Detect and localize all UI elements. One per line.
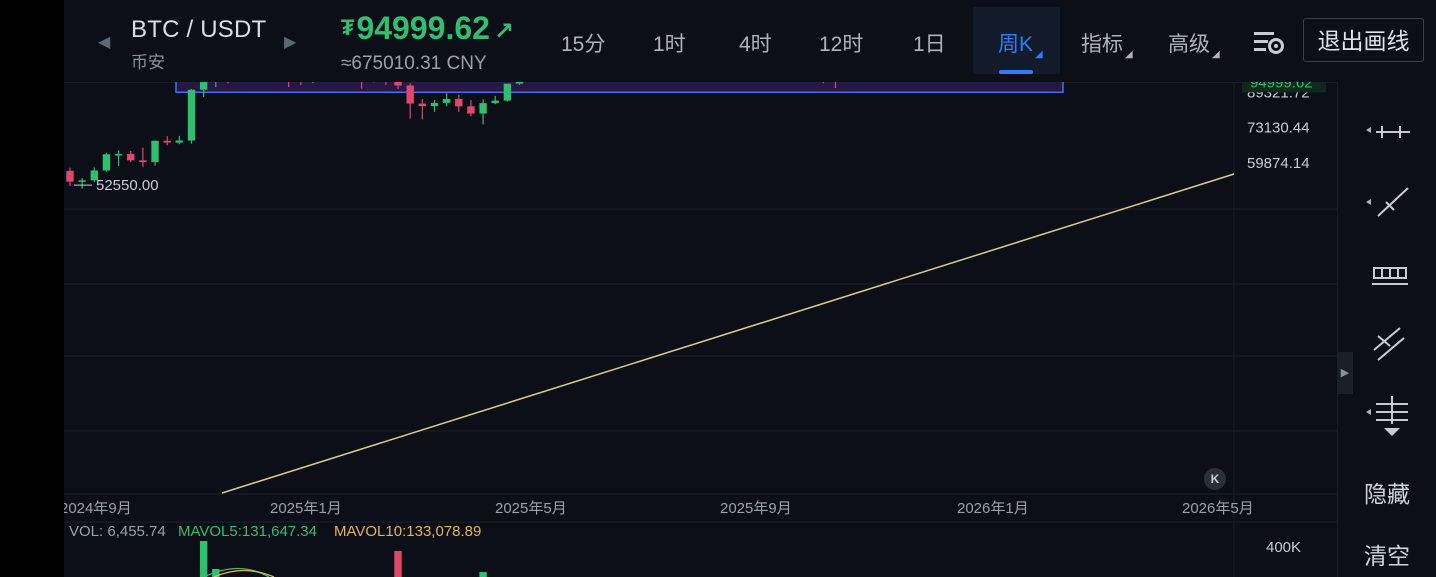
parallel-channel-tool[interactable] — [1338, 314, 1436, 374]
indicators-label: 指标 — [1081, 33, 1123, 56]
tool-down-arrow-icon — [1384, 428, 1400, 436]
prev-pair-icon[interactable]: ◀ — [98, 34, 111, 51]
overlay-lines — [221, 173, 1235, 494]
price-tick-label: 59874.14 — [1247, 155, 1310, 172]
grid-lines — [64, 82, 1337, 577]
candle-body — [479, 103, 487, 114]
volume-group — [199, 541, 487, 577]
current-price-tag — [1242, 82, 1326, 93]
vol-label: VOL: 6,455.74 — [69, 523, 166, 540]
candle-body — [66, 170, 74, 182]
toolbar-collapse-tab[interactable]: ▶ — [1337, 352, 1353, 394]
volume-bar — [199, 541, 208, 577]
mavol5-label: MAVOL5:131,647.34 — [178, 523, 317, 540]
dropdown-corner-icon: ◢ — [1212, 49, 1220, 60]
rectangle-annotation — [175, 82, 1064, 94]
price-tick-label: 73130.44 — [1247, 120, 1310, 137]
advanced-menu[interactable]: 高级 ◢ — [1168, 28, 1220, 60]
price-range-tool[interactable] — [1338, 244, 1436, 304]
tab-weekly-label: 周K — [998, 33, 1034, 56]
tool-expand-icon — [1366, 409, 1371, 415]
header-bar: ◀ ▶ BTC / USDT 币安 ₮94999.62 ↗ ≈675010.31 … — [64, 0, 1436, 83]
tab-4h[interactable]: 4时 — [739, 33, 772, 56]
candle-body — [114, 154, 123, 156]
active-timeframe-underline — [999, 70, 1033, 74]
tool-expand-icon — [1366, 127, 1371, 133]
time-tick-label: 2025年1月 — [270, 500, 342, 517]
candle-body — [430, 102, 439, 107]
dropdown-corner-icon: ◢ — [1125, 49, 1133, 60]
mavol5-line — [203, 567, 270, 577]
candle-body — [151, 140, 159, 163]
candle-body — [175, 140, 184, 143]
candle-body — [406, 85, 414, 104]
time-tick-label: 2026年1月 — [957, 500, 1029, 517]
last-price: ₮94999.62 ↗ — [341, 10, 514, 47]
trendline-annotation — [221, 173, 1235, 494]
volume-bar — [212, 569, 220, 577]
candle-body — [102, 154, 111, 171]
volume-bar — [394, 551, 402, 577]
tool-expand-icon — [1366, 199, 1371, 205]
usdt-currency-icon: ₮ — [341, 15, 355, 40]
clear-drawings-button[interactable]: 清空 — [1364, 543, 1410, 569]
tab-12h[interactable]: 12时 — [819, 33, 864, 56]
mavol10-label: MAVOL10:133,078.89 — [334, 523, 481, 540]
candle-body — [418, 103, 427, 107]
time-tick-label: 2024年9月 — [64, 500, 132, 517]
horizontal-ray-tool[interactable] — [1338, 102, 1436, 162]
price-up-arrow-icon: ↗ — [493, 18, 515, 45]
axis-labels-group: 109097.8089321.7273130.4459874.1494999.6… — [64, 82, 1326, 517]
volume-bar — [479, 572, 487, 577]
time-tick-label: 2026年5月 — [1182, 500, 1254, 517]
volume-legend: VOL: 6,455.74 MAVOL5:131,647.34 MAVOL10:… — [69, 523, 1301, 556]
trend-line-tool[interactable] — [1338, 174, 1436, 234]
tab-1d[interactable]: 1日 — [913, 33, 946, 56]
candle-body — [90, 170, 98, 181]
candles-group — [66, 82, 837, 189]
candle-body — [515, 82, 524, 84]
candle-body — [394, 82, 402, 86]
time-tick-label: 2025年9月 — [720, 500, 792, 517]
annotations-group — [175, 82, 1064, 94]
mavol10-line — [213, 569, 275, 577]
indicators-menu[interactable]: 指标 ◢ — [1081, 28, 1133, 60]
candle-body — [442, 98, 451, 103]
low-price-label: 52550.00 — [96, 177, 159, 194]
fib-retracement-tool[interactable] — [1338, 384, 1436, 444]
tab-weekly[interactable]: 周K ◢ — [998, 28, 1043, 60]
dropdown-corner-icon: ◢ — [1035, 49, 1043, 60]
candle-body — [199, 82, 208, 90]
hide-drawings-button[interactable]: 隐藏 — [1364, 481, 1410, 507]
exchange-name: 币安 — [131, 53, 165, 72]
pair-name[interactable]: BTC / USDT — [131, 16, 267, 43]
last-price-value: 94999.62 — [356, 10, 490, 46]
advanced-label: 高级 — [1168, 33, 1210, 56]
candlestick-chart[interactable]: 109097.8089321.7273130.4459874.1494999.6… — [64, 82, 1337, 577]
chart-settings-icon[interactable] — [1252, 28, 1286, 56]
exit-drawing-button[interactable]: 退出画线 — [1303, 18, 1424, 62]
candle-body — [163, 140, 171, 143]
current-price-label: 94999.62 — [1250, 82, 1313, 91]
active-timeframe-bg — [973, 7, 1060, 74]
time-tick-label: 2025年5月 — [495, 500, 567, 517]
tab-1h[interactable]: 1时 — [653, 33, 686, 56]
candle-body — [127, 154, 135, 161]
candle-body — [78, 180, 86, 182]
chart-panel: ◀ ▶ BTC / USDT 币安 ₮94999.62 ↗ ≈675010.31 … — [64, 0, 1436, 577]
candle-body — [503, 83, 512, 101]
k-reset-icon[interactable]: K — [1204, 468, 1226, 490]
candle-body — [455, 98, 463, 107]
candle-body — [491, 100, 499, 104]
cny-price: ≈675010.31 CNY — [341, 53, 487, 74]
next-pair-icon[interactable]: ▶ — [284, 34, 297, 51]
candle-body — [187, 89, 196, 141]
candle-body — [467, 106, 475, 114]
drawing-toolbar: 隐藏 清空 — [1337, 82, 1436, 577]
tab-15m[interactable]: 15分 — [561, 33, 606, 56]
volume-axis-label: 400K — [1266, 539, 1301, 556]
candle-body — [139, 160, 147, 163]
